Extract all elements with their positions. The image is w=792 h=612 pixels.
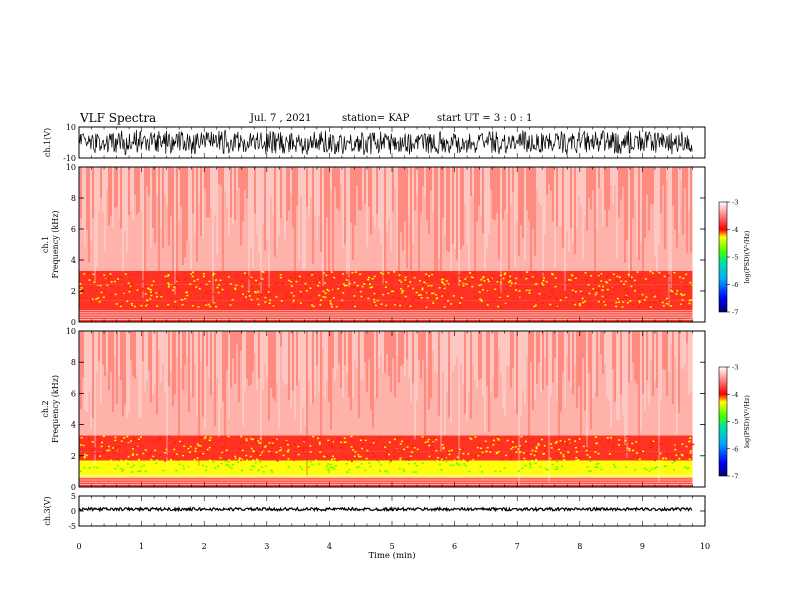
colorbar-label: log(PSD)(V²/Hz) [743, 230, 751, 283]
y-axis-label: ch.3(V) [43, 496, 52, 525]
y-tick-label: 0 [71, 507, 76, 516]
x-axis-label: Time (min) [368, 550, 415, 561]
x-tick-label: 1 [139, 542, 144, 551]
x-tick-label: 0 [76, 542, 81, 551]
colorbar-tick-label: -6 [732, 445, 738, 453]
chart-title: VLF Spectra [80, 111, 157, 125]
colorbar-tick-label: -5 [732, 254, 738, 262]
spectrogram-band [79, 300, 693, 307]
y-axis-label: Frequency (kHz) [51, 375, 60, 443]
colorbar-tick-label: -7 [732, 473, 738, 481]
y-tick-label: 2 [71, 452, 76, 461]
y-tick-label: 0 [71, 318, 76, 327]
ch1-waveform-trace [78, 129, 693, 156]
y-tick-label: 8 [71, 194, 76, 203]
y-tick-label: 8 [71, 358, 76, 367]
colorbar [718, 366, 728, 477]
colorbar-tick-label: -3 [732, 364, 738, 372]
x-tick-label: 7 [515, 542, 520, 551]
colorbar-tick-label: -3 [732, 199, 738, 207]
x-tick-label: 3 [264, 542, 269, 551]
y-tick-label: 10 [66, 123, 76, 132]
y-tick-label: 10 [66, 163, 76, 172]
x-tick-label: 2 [202, 542, 207, 551]
x-tick-label: 10 [700, 542, 710, 551]
colorbar-tick-label: -6 [732, 281, 738, 289]
spectrogram-band [79, 270, 693, 285]
y-tick-label: 4 [71, 256, 76, 265]
colorbar-label: log(PSD)(V²/Hz) [743, 395, 751, 448]
y-tick-label: 10 [66, 327, 76, 336]
start-time-label: start UT = 3 : 0 : 1 [437, 113, 533, 124]
y-axis-label: ch.2 [41, 400, 50, 417]
x-tick-label: 5 [389, 542, 394, 551]
colorbar [718, 201, 728, 313]
x-tick-label: 8 [577, 542, 582, 551]
colorbar-tick-label: -7 [732, 309, 738, 317]
y-tick-label: -5 [68, 522, 76, 531]
spectrogram-band [79, 435, 693, 452]
y-tick-label: 6 [71, 225, 76, 234]
y-axis-label: ch.1 [41, 236, 50, 253]
x-tick-label: 4 [327, 542, 332, 551]
y-tick-label: 4 [71, 421, 76, 430]
x-tick-label: 6 [452, 542, 457, 551]
station-label: station= KAP [342, 113, 410, 124]
colorbar-tick-label: -4 [732, 226, 738, 234]
y-tick-label: 6 [71, 389, 76, 398]
y-tick-label: 5 [71, 492, 76, 501]
colorbar-tick-label: -4 [732, 391, 738, 399]
y-tick-label: 2 [71, 287, 76, 296]
y-axis-label: Frequency (kHz) [51, 210, 60, 278]
ch3-waveform-trace [78, 505, 693, 513]
x-tick-label: 9 [640, 542, 645, 551]
date-label: Jul. 7 , 2021 [250, 113, 312, 124]
spectrogram-band [79, 284, 693, 301]
colorbar-tick-label: -5 [732, 418, 738, 426]
y-tick-label: -10 [63, 154, 76, 163]
y-tick-label: 0 [71, 483, 76, 492]
y-axis-label: ch.1(V) [43, 128, 52, 157]
spectrogram-band [79, 477, 693, 487]
